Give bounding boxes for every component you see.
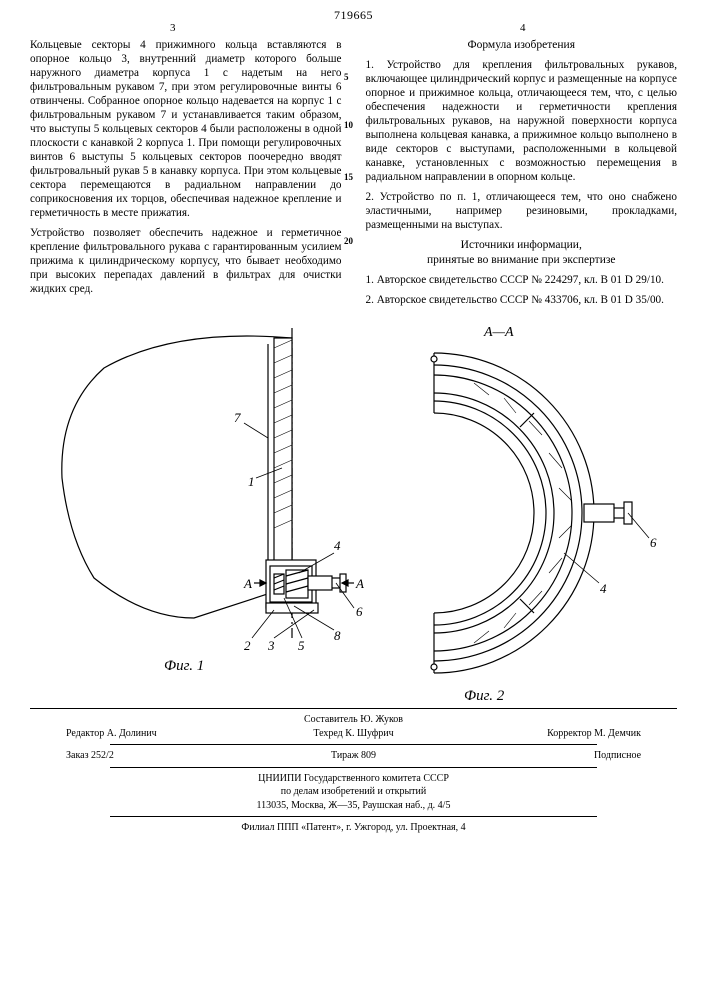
claim-2: 2. Устройство по п. 1, отличающееся тем,… [366, 190, 678, 232]
addr1: 113035, Москва, Ж—35, Раушская наб., д. … [30, 799, 677, 813]
source-2: 2. Авторское свидетельство СССР № 433706… [366, 293, 678, 307]
label-4b: 4 [600, 581, 607, 596]
col-num-right: 4 [520, 22, 526, 36]
fig2-caption: Фиг. 2 [464, 688, 505, 704]
left-para-1: Кольцевые секторы 4 прижимного кольца вс… [30, 38, 342, 220]
label-4: 4 [334, 538, 341, 553]
label-2: 2 [244, 638, 251, 653]
fig2: А—А [431, 325, 657, 704]
sub: Подписное [449, 749, 641, 763]
label-3: 3 [267, 638, 275, 653]
section-aa: А—А [483, 325, 514, 340]
text-columns: Кольцевые секторы 4 прижимного кольца вс… [30, 38, 677, 313]
editor: Редактор А. Долинич [66, 727, 258, 741]
figures-block: А А 7 1 [34, 318, 674, 708]
label-8: 8 [334, 628, 341, 643]
tech: Техред К. Шуфрич [258, 727, 450, 741]
patent-number: 719665 [0, 8, 707, 23]
label-7: 7 [234, 410, 241, 425]
sources-heading: Источники информации, принятые во вниман… [366, 238, 678, 267]
label-6: 6 [356, 604, 363, 619]
fig1: А А 7 1 [61, 328, 363, 674]
order: Заказ 252/2 [66, 749, 258, 763]
line-no-15: 15 [344, 172, 353, 183]
line-no-5: 5 [344, 72, 349, 83]
left-column: Кольцевые секторы 4 прижимного кольца вс… [30, 38, 342, 313]
patent-page: 719665 3 4 5 10 15 20 Кольцевые секторы … [0, 0, 707, 1000]
left-para-2: Устройство позволяет обеспечить надежное… [30, 226, 342, 296]
compiler: Составитель Ю. Жуков [30, 713, 677, 727]
fig1-caption: Фиг. 1 [164, 658, 204, 674]
footer: Составитель Ю. Жуков Редактор А. Долинич… [30, 708, 677, 835]
addr2: Филиал ППП «Патент», г. Ужгород, ул. Про… [30, 821, 677, 835]
org1: ЦНИИПИ Государственного комитета СССР [30, 772, 677, 786]
label-5: 5 [298, 638, 305, 653]
claims-heading: Формула изобретения [366, 38, 678, 52]
line-no-20: 20 [344, 236, 353, 247]
line-no-10: 10 [344, 120, 353, 131]
svg-text:А: А [243, 576, 252, 591]
corr: Корректор М. Демчик [449, 727, 641, 741]
figures-svg: А А 7 1 [34, 318, 674, 708]
right-column: Формула изобретения 1. Устройство для кр… [366, 38, 678, 313]
tirazh: Тираж 809 [258, 749, 450, 763]
org2: по делам изобретений и открытий [30, 785, 677, 799]
label-6b: 6 [650, 535, 657, 550]
claim-1: 1. Устройство для крепления фильтровальн… [366, 58, 678, 184]
col-num-left: 3 [170, 22, 176, 36]
source-1: 1. Авторское свидетельство СССР № 224297… [366, 273, 678, 287]
label-1: 1 [248, 474, 255, 489]
svg-text:А: А [355, 576, 364, 591]
